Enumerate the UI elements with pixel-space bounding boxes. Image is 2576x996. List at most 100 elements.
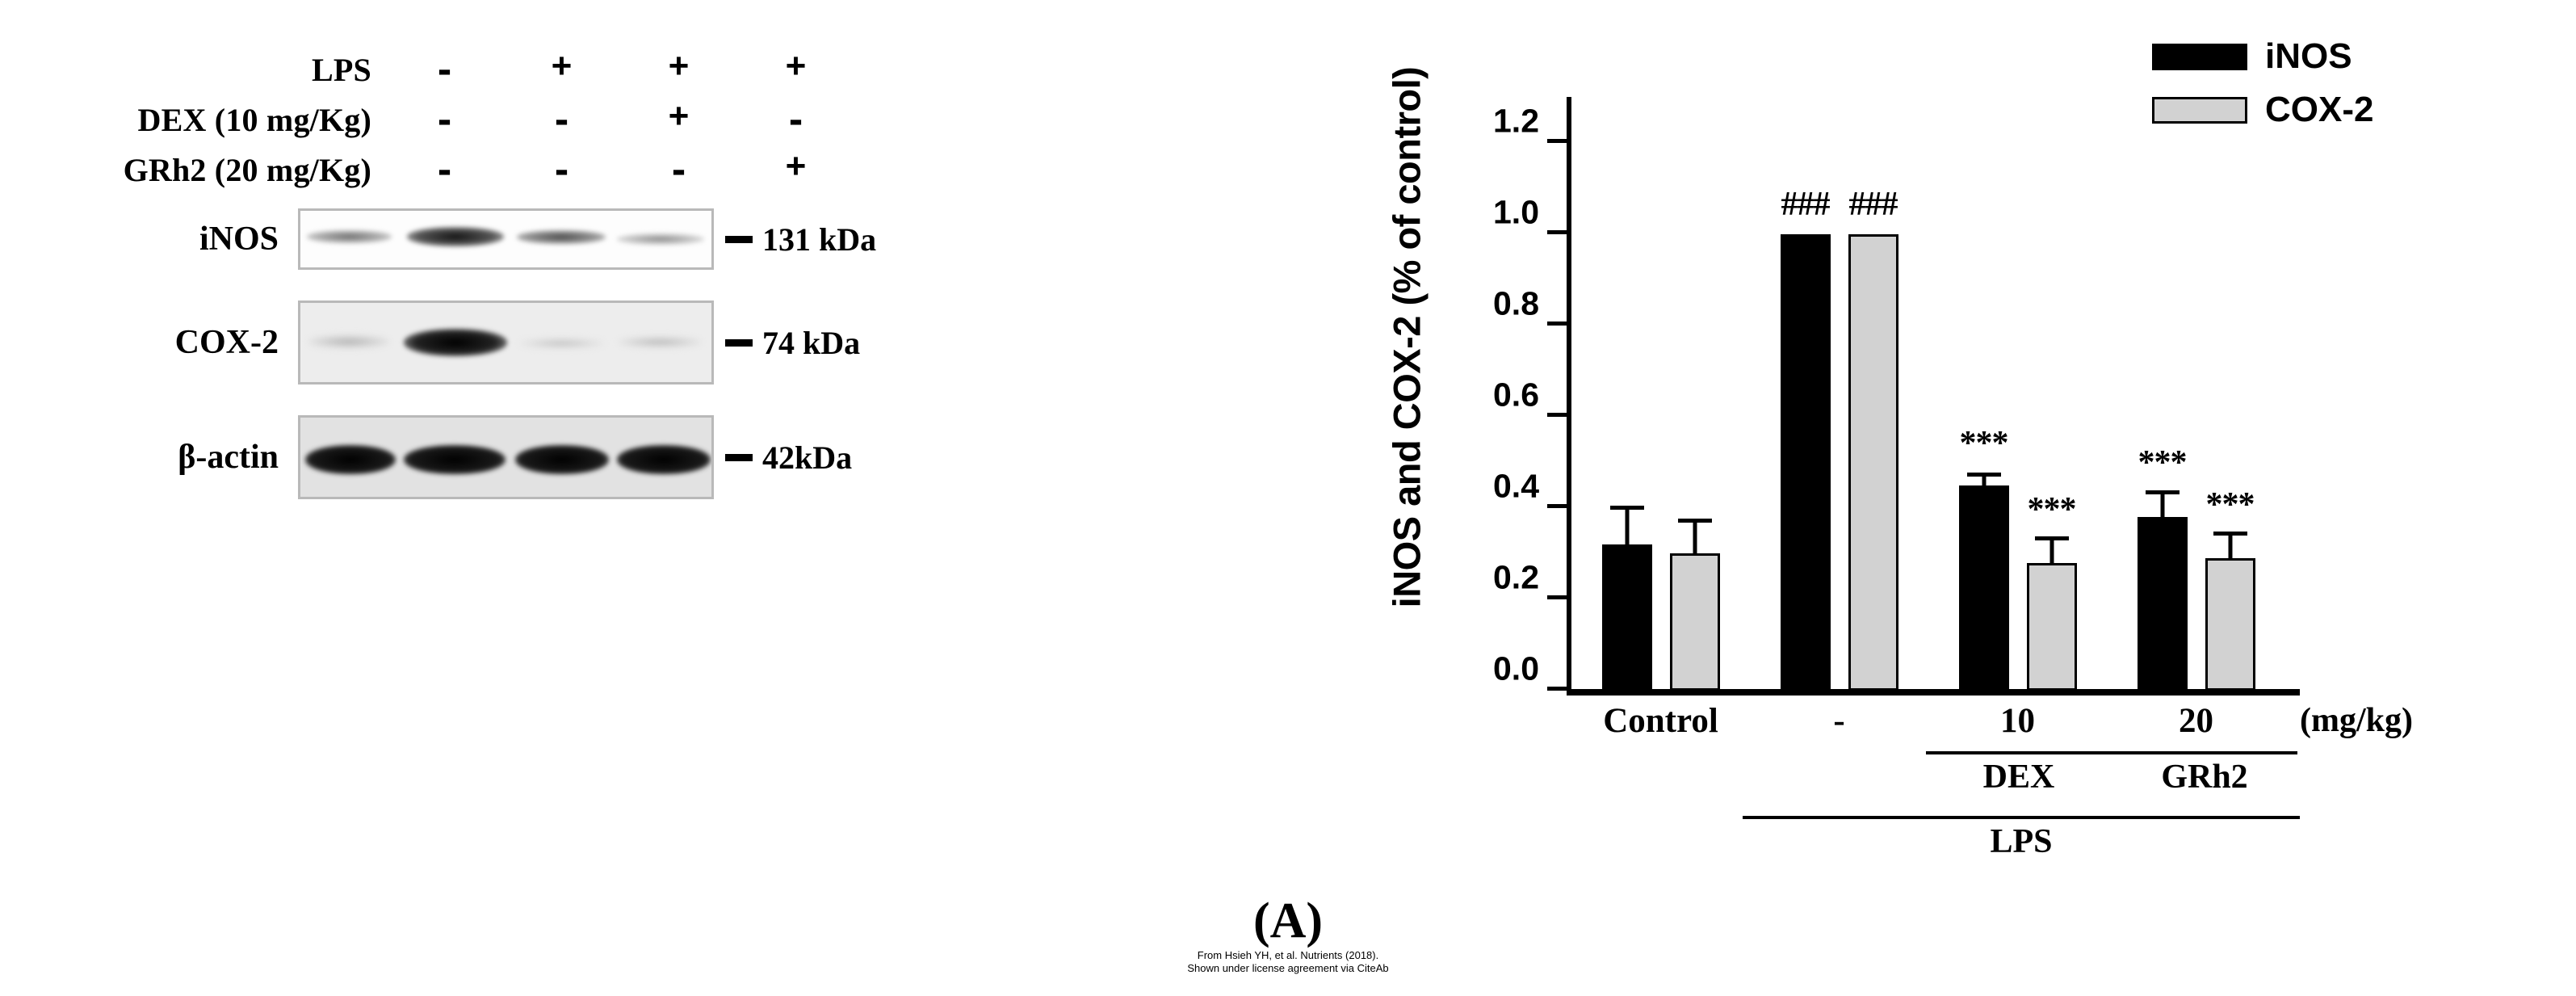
panel-letter: (A) (1252, 893, 1324, 948)
y-tick (1547, 595, 1567, 599)
blot-label: COX-2 (174, 324, 279, 361)
bar-inos-grh2 (2137, 517, 2188, 691)
blot-band (308, 335, 389, 348)
lps-bracket-label: LPS (1990, 823, 2053, 860)
blot-band (305, 445, 396, 474)
blot-band (520, 338, 604, 348)
bar-series-container: ### ### *** *** (1571, 97, 2285, 691)
bar-wrap-inos: *** (2137, 97, 2188, 691)
mw-dash-icon (725, 235, 753, 243)
treatment-cell: - (437, 146, 452, 193)
y-tick-label: 0.8 (1493, 284, 1539, 322)
credit-line-1: From Hsieh YH, et al. Nutrients (2018). (1197, 949, 1379, 961)
error-bar (2228, 534, 2232, 558)
mw-label: 74 kDa (762, 324, 861, 361)
y-tick (1547, 230, 1567, 234)
mw-dash-icon (725, 453, 753, 461)
treatment-cell: + (785, 146, 807, 186)
treatment-row: DEX (10 mg/Kg) - - + - (0, 95, 856, 145)
blot-row-cox2: COX-2 74 kDa (0, 300, 1179, 385)
legend-label-cox2: COX-2 (2265, 90, 2374, 129)
chart-legend: iNOS COX-2 (2152, 36, 2373, 130)
bar-wrap-cox2: *** (2205, 97, 2255, 691)
bar-cox2-lps (1848, 234, 1898, 691)
error-bar-cap (1966, 473, 2001, 477)
y-tick-label: 0.2 (1493, 558, 1539, 596)
significance-marker-inos: *** (1959, 425, 2009, 462)
bar-cox2-control (1669, 553, 1720, 691)
plot-area: 0.0 0.2 0.4 0.6 0.8 1.0 1.2 (1493, 97, 2300, 696)
bar-cox2-grh2 (2205, 558, 2255, 691)
error-bar (2049, 539, 2054, 563)
western-blot-panel: LPS - + + + DEX (10 mg/Kg) - - + - GRh2 … (0, 0, 1211, 824)
treatment-cell: - (437, 96, 452, 143)
bar-wrap-cox2 (1669, 97, 1720, 691)
y-tick-label: 0.6 (1493, 376, 1539, 414)
treatment-cell: + (668, 96, 690, 136)
treatment-matrix: LPS - + + + DEX (10 mg/Kg) - - + - GRh2 … (0, 44, 856, 195)
x-axis (1567, 689, 2300, 696)
error-bar-cap (1677, 519, 1712, 523)
y-tick (1547, 687, 1567, 691)
blot-band (404, 329, 507, 356)
credit-line-2: Shown under license agreement via CiteAb (1187, 961, 1389, 974)
treatment-row: GRh2 (20 mg/Kg) - - - + (0, 145, 856, 195)
bar-wrap-inos: *** (1958, 97, 2009, 691)
blot-band (617, 233, 704, 245)
x-axis-unit-label: (mg/kg) (2300, 702, 2413, 739)
grh2-bracket-label: GRh2 (2161, 759, 2248, 796)
bar-group-control (1571, 97, 1750, 691)
significance-marker-inos: *** (2138, 444, 2188, 481)
y-tick-label: 0.0 (1493, 649, 1539, 687)
y-tick (1547, 413, 1567, 417)
y-tick (1547, 321, 1567, 326)
treatment-cell: - (554, 146, 569, 193)
molecular-weight-marker-beta-actin: 42kDa (725, 439, 852, 477)
x-tick-label-lps: - (1833, 702, 1845, 740)
blot-row-inos: iNOS 131 kDa (0, 208, 1179, 270)
blot-band (617, 445, 711, 474)
mw-label: 42kDa (762, 439, 853, 476)
bar-inos-lps (1780, 234, 1831, 691)
y-axis (1567, 97, 1571, 691)
mw-dash-icon (725, 338, 753, 347)
significance-marker-cox2: *** (2205, 486, 2255, 523)
y-tick (1547, 139, 1567, 143)
treatment-cell: + (785, 46, 807, 86)
blot-band (515, 445, 609, 474)
x-tick-label-control: Control (1603, 702, 1718, 740)
bar-chart-panel: iNOS and COX-2 (% of control) iNOS COX-2… (1316, 0, 2576, 860)
dex-bracket-rule (1926, 751, 2112, 754)
figure-caption: (A) From Hsieh YH, et al. Nutrients (201… (1155, 893, 1421, 975)
error-bar (2160, 493, 2164, 517)
blot-image-beta-actin (298, 415, 714, 499)
blot-image-cox2 (298, 300, 714, 385)
bar-inos-control (1601, 544, 1652, 691)
y-tick-label: 1.0 (1493, 193, 1539, 231)
treatment-row-label: DEX (10 mg/Kg) (137, 101, 371, 138)
legend-swatch-inos (2152, 43, 2247, 70)
dex-bracket-label: DEX (1982, 759, 2055, 796)
blot-label: β-actin (178, 439, 279, 476)
error-bar (1693, 521, 1697, 553)
error-bar (1982, 475, 1986, 485)
error-bar-cap (2213, 532, 2247, 536)
x-tick-label-dex: 10 (2000, 702, 2035, 740)
legend-item-inos: iNOS (2152, 36, 2373, 77)
blot-band (517, 230, 606, 244)
x-tick-label-grh2: 20 (2179, 702, 2213, 740)
legend-label-inos: iNOS (2265, 36, 2352, 76)
significance-marker-cox2: ### (1848, 186, 1898, 223)
y-axis-title: iNOS and COX-2 (% of control) (1385, 66, 1429, 608)
bar-wrap-inos (1601, 97, 1652, 691)
blot-band (404, 445, 506, 474)
y-tick-label: 0.4 (1493, 467, 1539, 505)
bar-wrap-cox2: ### (1848, 97, 1898, 691)
treatment-row-label: GRh2 (20 mg/Kg) (123, 151, 371, 188)
molecular-weight-marker-cox2: 74 kDa (725, 324, 860, 362)
bar-inos-dex (1958, 485, 2009, 691)
treatment-cell: - (437, 46, 452, 93)
grh2-bracket-rule (2112, 751, 2297, 754)
blot-label: iNOS (199, 221, 279, 258)
blot-image-inos (298, 208, 714, 270)
